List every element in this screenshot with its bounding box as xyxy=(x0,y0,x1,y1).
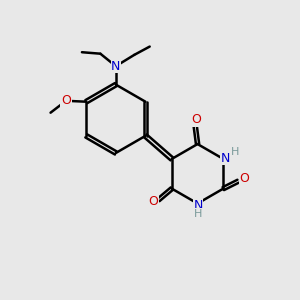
Text: N: N xyxy=(221,152,230,165)
Text: N: N xyxy=(111,60,121,73)
Text: O: O xyxy=(61,94,71,107)
Text: O: O xyxy=(239,172,249,185)
Text: H: H xyxy=(194,209,202,219)
Text: N: N xyxy=(194,199,203,212)
Text: O: O xyxy=(148,195,158,208)
Text: O: O xyxy=(191,113,201,126)
Text: H: H xyxy=(231,147,239,158)
